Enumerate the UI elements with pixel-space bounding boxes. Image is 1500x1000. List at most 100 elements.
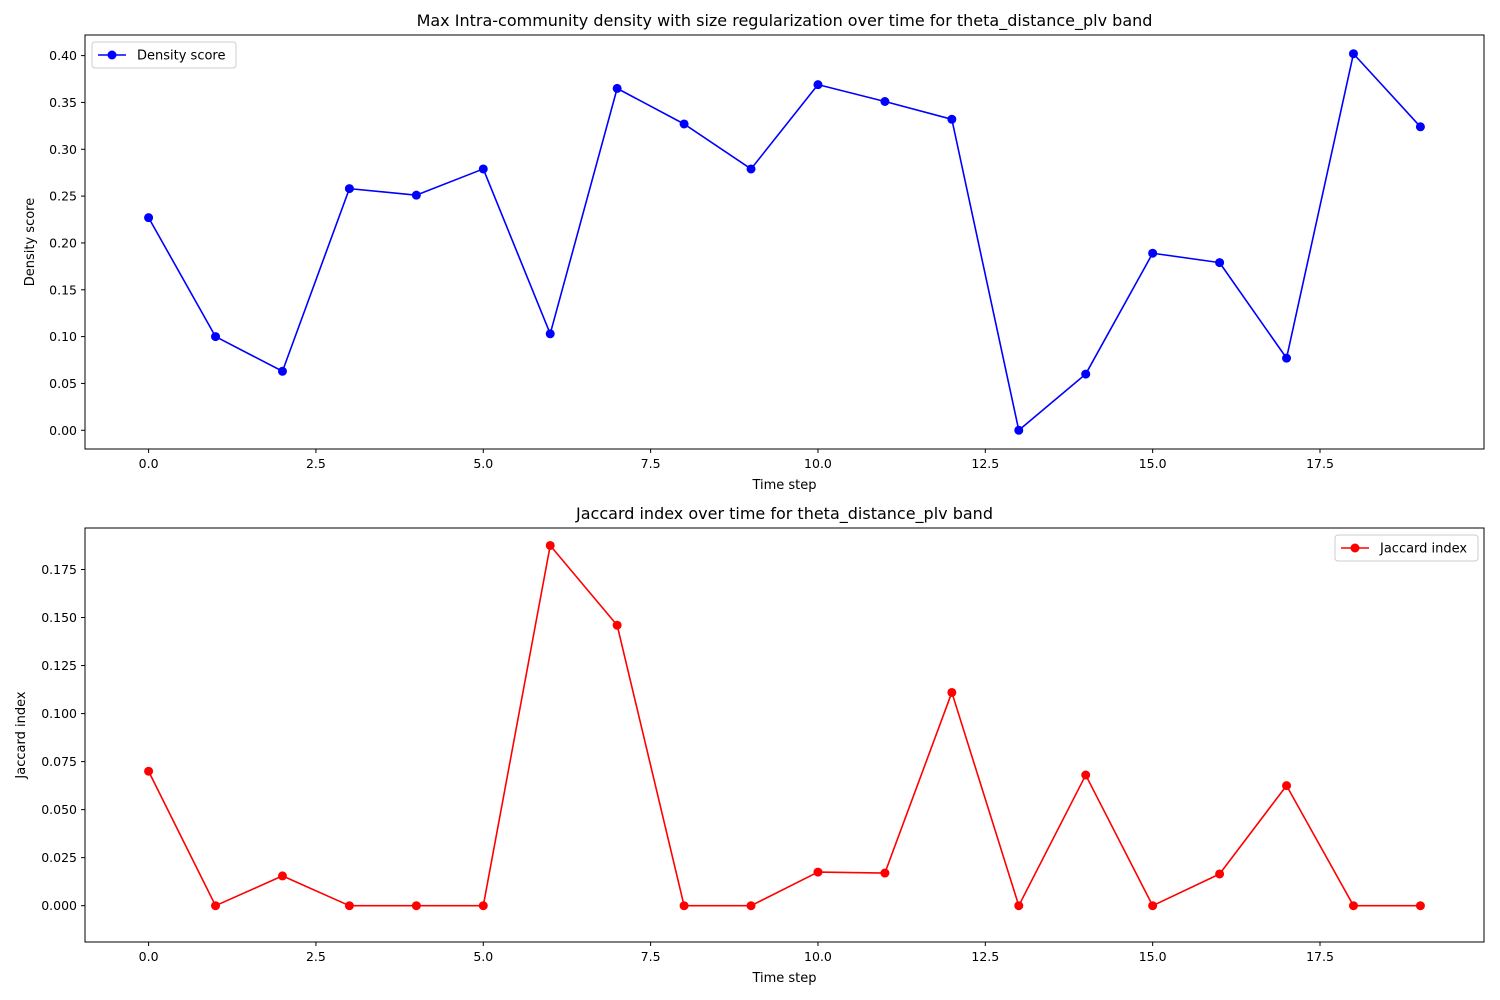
density-y-tick-label: 0.20	[49, 235, 77, 250]
density-plot-frame	[84, 34, 1485, 450]
jaccard-series	[144, 540, 1425, 911]
density-x-tick-label: 15.0	[1139, 456, 1167, 471]
jaccard-plot-frame	[84, 527, 1485, 943]
jaccard-data-point	[612, 620, 622, 630]
density-x-axis-label: Time step	[751, 478, 816, 493]
density-y-tick-label: 0.10	[49, 329, 77, 344]
density-data-point	[1014, 425, 1024, 435]
density-data-point	[478, 164, 488, 174]
density-data-point	[813, 80, 823, 90]
density-data-point	[144, 213, 154, 223]
density-x-tick-label: 2.5	[306, 456, 326, 471]
jaccard-legend: Jaccard index	[1334, 534, 1479, 562]
jaccard-data-point	[679, 901, 689, 911]
density-ticks: 0.0 2.5 5.0 7.5 10.0 12.5 15.0 17.5 0.00 0.05 0.10…	[49, 48, 1334, 471]
jaccard-x-tick-label: 10.0	[804, 949, 832, 964]
density-data-point	[545, 329, 555, 339]
density-data-point	[947, 114, 957, 124]
density-y-tick-label: 0.05	[49, 376, 77, 391]
jaccard-data-point	[1014, 901, 1024, 911]
density-x-tick-label: 0.0	[139, 456, 159, 471]
density-plot-area	[85, 35, 1484, 449]
density-data-point	[1215, 258, 1225, 268]
jaccard-chart: Jaccard index over time for theta_distan…	[14, 504, 1485, 986]
density-data-point	[1081, 369, 1091, 379]
density-chart: Max Intra-community density with size re…	[23, 11, 1485, 493]
density-chart-title: Max Intra-community density with size re…	[417, 11, 1153, 31]
density-series	[144, 49, 1425, 435]
jaccard-data-point	[1215, 869, 1225, 879]
density-data-point	[211, 332, 221, 342]
jaccard-y-tick-label: 0.175	[41, 562, 77, 577]
density-x-tick-label: 5.0	[473, 456, 493, 471]
jaccard-x-tick-label: 15.0	[1139, 949, 1167, 964]
jaccard-data-point	[1148, 901, 1158, 911]
density-data-point	[1348, 49, 1358, 59]
density-series-line	[147, 52, 1421, 432]
density-x-tick-label: 7.5	[641, 456, 661, 471]
jaccard-y-tick-label: 0.150	[41, 610, 77, 625]
density-data-point	[679, 119, 689, 129]
density-data-point	[411, 190, 421, 200]
density-y-tick-label: 0.25	[49, 189, 77, 204]
jaccard-y-tick-label: 0.000	[41, 898, 77, 913]
jaccard-y-tick-label: 0.050	[41, 802, 77, 817]
jaccard-chart-title: Jaccard index over time for theta_distan…	[575, 504, 993, 524]
density-data-point	[277, 366, 287, 376]
density-x-tick-label: 12.5	[971, 456, 999, 471]
jaccard-data-point	[277, 871, 287, 881]
density-data-point	[1148, 248, 1158, 258]
jaccard-data-point	[880, 868, 890, 878]
jaccard-data-point	[947, 687, 957, 697]
jaccard-ticks: 0.0 2.5 5.0 7.5 10.0 12.5 15.0 17.5 0.000 0.025 0.…	[41, 562, 1334, 964]
jaccard-data-point	[478, 901, 488, 911]
density-y-tick-label: 0.15	[49, 282, 77, 297]
jaccard-data-point	[545, 540, 555, 550]
density-x-tick-label: 10.0	[804, 456, 832, 471]
jaccard-data-point	[1081, 770, 1091, 780]
density-data-point	[612, 83, 622, 93]
jaccard-x-tick-label: 0.0	[139, 949, 159, 964]
jaccard-data-point	[1348, 901, 1358, 911]
jaccard-data-point	[1282, 781, 1292, 791]
jaccard-legend-marker	[1350, 543, 1360, 553]
jaccard-data-point	[144, 766, 154, 776]
jaccard-legend-box	[1334, 534, 1479, 562]
jaccard-data-point	[1415, 901, 1425, 911]
jaccard-y-tick-label: 0.100	[41, 706, 77, 721]
density-data-point	[880, 97, 890, 107]
jaccard-y-tick-label: 0.025	[41, 850, 77, 865]
density-y-tick-label: 0.30	[49, 142, 77, 157]
density-data-point	[344, 184, 354, 194]
jaccard-data-point	[344, 901, 354, 911]
density-data-point	[746, 164, 756, 174]
jaccard-y-tick-label: 0.075	[41, 754, 77, 769]
jaccard-x-tick-label: 17.5	[1306, 949, 1334, 964]
density-legend-marker	[107, 50, 117, 60]
density-legend: Density score	[91, 41, 237, 69]
density-legend-label: Density score	[137, 49, 226, 64]
jaccard-legend-label: Jaccard index	[1379, 542, 1467, 557]
density-data-point	[1282, 353, 1292, 363]
jaccard-x-tick-label: 7.5	[641, 949, 661, 964]
density-y-tick-label: 0.40	[49, 48, 77, 63]
density-legend-box	[91, 41, 237, 69]
jaccard-x-tick-label: 12.5	[971, 949, 999, 964]
jaccard-plot-area	[85, 528, 1484, 942]
jaccard-data-point	[211, 901, 221, 911]
density-y-axis-label: Density score	[23, 198, 38, 287]
jaccard-data-point	[746, 901, 756, 911]
jaccard-data-point	[411, 901, 421, 911]
density-y-tick-label: 0.35	[49, 95, 77, 110]
jaccard-x-tick-label: 2.5	[306, 949, 326, 964]
density-y-tick-label: 0.00	[49, 423, 77, 438]
jaccard-x-tick-label: 5.0	[473, 949, 493, 964]
density-data-point	[1415, 122, 1425, 132]
jaccard-y-tick-label: 0.125	[41, 658, 77, 673]
jaccard-x-axis-label: Time step	[751, 971, 816, 986]
jaccard-y-axis-label: Jaccard index	[14, 691, 29, 779]
density-x-tick-label: 17.5	[1306, 456, 1334, 471]
jaccard-series-line	[147, 544, 1421, 907]
jaccard-data-point	[813, 867, 823, 877]
